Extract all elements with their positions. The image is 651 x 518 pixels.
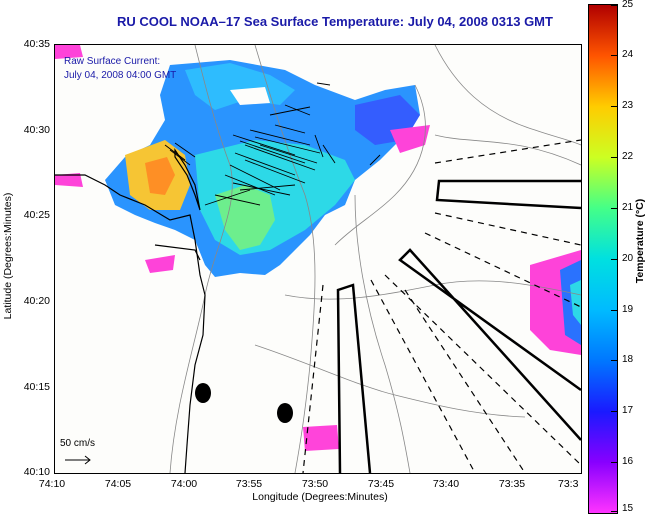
ytick-1: 40:35	[23, 38, 50, 50]
lane-dashed-1	[434, 139, 581, 164]
xtick-6: 73:45	[367, 478, 395, 490]
xtick-3: 74:00	[170, 478, 198, 490]
ytick-6: 40:10	[23, 466, 50, 478]
xtick-4: 73:55	[235, 478, 263, 490]
colorbar-label: Temperature (°C)	[634, 198, 646, 284]
ctick-mark-18	[611, 360, 617, 361]
ctick-18: 18	[622, 354, 634, 365]
sst-patch-warm-core	[145, 157, 175, 195]
sst-field	[55, 45, 581, 451]
sst-hole	[230, 87, 270, 105]
ctick-mark-17	[611, 411, 617, 412]
xtick-9: 73:3	[558, 478, 579, 490]
ctick-24: 24	[622, 49, 634, 60]
sst-patch-magenta-5	[55, 45, 83, 59]
ctick-mark-16	[611, 462, 617, 463]
ctick-mark-25	[611, 5, 617, 6]
scale-arrow	[65, 455, 91, 465]
ctick-19: 19	[622, 304, 634, 315]
ctick-25: 25	[622, 0, 634, 10]
xtick-8: 73:35	[498, 478, 526, 490]
sst-patch-magenta-1	[390, 125, 430, 153]
lane-dashed-2	[434, 212, 581, 246]
buoy-2	[277, 403, 293, 423]
sst-map	[55, 45, 581, 473]
lane-dashed-4	[384, 274, 581, 466]
current-vectors	[164, 82, 381, 206]
ytick-3: 40:25	[23, 209, 50, 221]
ctick-23: 23	[622, 100, 634, 111]
ctick-16: 16	[622, 456, 634, 467]
scale-label: 50 cm/s	[60, 438, 96, 449]
lane-dashed-7	[404, 289, 526, 473]
xtick-2: 74:05	[104, 478, 132, 490]
ytick-5: 40:15	[23, 381, 50, 393]
annotation-line2: July 04, 2008 04:00 GMT	[64, 70, 177, 81]
ytick-2: 40:30	[23, 124, 50, 136]
sst-patch-magenta-3	[145, 255, 175, 273]
lane-dashed-5	[370, 279, 476, 473]
sst-patch-magenta-2	[55, 173, 83, 187]
sst-patch-east-core	[560, 260, 581, 345]
map-title: RU COOL NOAA–17 Sea Surface Temperature:…	[117, 14, 553, 29]
annotation-line1: Raw Surface Current:	[64, 56, 161, 67]
sst-patch-magenta-4	[303, 425, 339, 451]
ctick-22: 22	[622, 151, 634, 162]
ctick-mark-22	[611, 157, 617, 158]
ctick-mark-23	[611, 106, 617, 107]
ctick-mark-15	[611, 511, 617, 512]
xtick-1: 74:10	[38, 478, 66, 490]
ctick-17: 17	[622, 405, 634, 416]
ctick-20: 20	[622, 253, 634, 264]
xtick-5: 73:50	[301, 478, 329, 490]
lane-solid-diagonal	[398, 248, 581, 441]
shipping-lanes	[302, 139, 581, 473]
coastline	[55, 148, 206, 473]
ctick-mark-19	[611, 310, 617, 311]
lane-dashed-6	[302, 284, 324, 473]
ytick-4: 40:20	[23, 295, 50, 307]
sst-patch-green	[215, 185, 275, 250]
xtick-7: 73:40	[432, 478, 460, 490]
lane-solid-south	[336, 283, 372, 473]
ctick-mark-20	[611, 259, 617, 260]
ctick-mark-24	[611, 55, 617, 56]
x-axis-label: Longitude (Degrees:Minutes)	[252, 491, 388, 503]
y-axis-label: Latitude (Degrees:Minutes)	[2, 192, 14, 320]
lane-dashed-3	[424, 232, 581, 308]
ctick-21: 21	[622, 202, 634, 213]
ctick-15: 15	[622, 503, 634, 514]
map-plot-area[interactable]	[54, 44, 582, 474]
buoy-1	[195, 383, 211, 403]
sst-patch-east-cyan	[570, 280, 581, 325]
lane-solid-east	[435, 179, 581, 210]
ctick-mark-21	[611, 208, 617, 209]
